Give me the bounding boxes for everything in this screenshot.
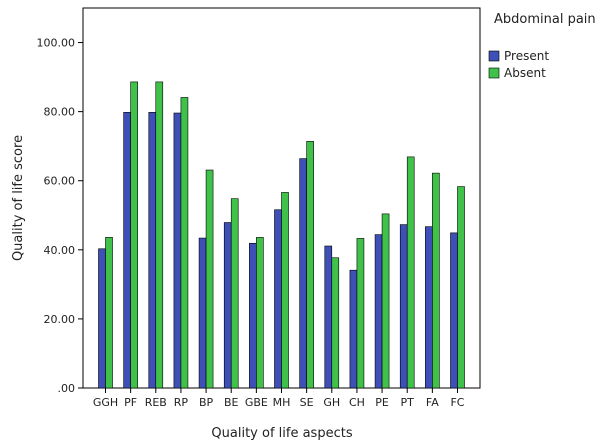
bar-present-rp <box>173 112 182 389</box>
x-tick-label: BP <box>199 396 214 409</box>
x-tick-label: SE <box>300 396 314 409</box>
x-axis-title: Quality of life aspects <box>211 426 352 441</box>
y-tick-label: 20.00 <box>44 313 76 326</box>
x-tick-label: GGH <box>93 396 118 409</box>
bar-absent-pt <box>406 156 415 389</box>
y-tick-label: 60.00 <box>44 175 76 188</box>
bar-absent-bp <box>205 169 214 389</box>
x-tick-label: FC <box>450 396 464 409</box>
bar-present-gbe <box>249 242 257 389</box>
legend-label-absent: Absent <box>504 66 546 80</box>
bar-present-pf <box>123 112 131 389</box>
bar-series-group <box>98 81 465 389</box>
legend-label-present: Present <box>504 49 549 63</box>
bar-absent-gbe <box>256 237 264 389</box>
x-tick-label: REB <box>145 396 167 409</box>
x-tick-label: PT <box>401 396 415 409</box>
bar-absent-pe <box>381 213 390 389</box>
x-tick-label: GH <box>323 396 340 409</box>
bar-present-pt <box>399 224 408 389</box>
legend: Abdominal pain Present Absent <box>488 12 596 80</box>
x-tick-label: BE <box>224 396 239 409</box>
bar-absent-reb <box>155 81 164 389</box>
bar-present-ch <box>349 269 358 389</box>
bar-absent-gh <box>331 257 340 389</box>
bar-absent-ggh <box>105 237 113 389</box>
y-axis-title: Quality of life score <box>11 135 26 261</box>
bar-absent-rp <box>180 97 189 389</box>
bar-absent-pf <box>130 81 138 389</box>
x-tick-label: RP <box>174 396 189 409</box>
x-tick-label: PF <box>124 396 137 409</box>
bar-absent-ch <box>356 238 365 389</box>
bar-absent-mh <box>281 192 289 389</box>
bar-present-fc <box>450 232 458 389</box>
x-tick-label: FA <box>426 396 439 409</box>
legend-swatch-absent <box>488 67 500 79</box>
y-tick-label: .00 <box>58 382 76 395</box>
bar-absent-fc <box>457 186 465 389</box>
bar-present-fa <box>425 226 433 389</box>
x-tick-label: GBE <box>245 396 268 409</box>
y-tick-label: 80.00 <box>44 106 76 119</box>
bar-absent-be <box>230 198 239 389</box>
bar-present-pe <box>374 234 383 389</box>
x-axis: GGH PF REB RP BP BE GBE MH SE GH CH PE PT FA FC <box>93 388 465 409</box>
bar-present-ggh <box>98 248 106 389</box>
bar-present-mh <box>274 209 282 389</box>
bar-present-gh <box>324 245 333 389</box>
bar-absent-se <box>306 141 314 389</box>
x-tick-label: PE <box>375 396 389 409</box>
bar-present-bp <box>198 237 207 389</box>
y-tick-label: 40.00 <box>44 244 76 257</box>
bar-present-se <box>299 158 307 389</box>
bar-present-be <box>223 222 232 389</box>
y-axis: .00 20.00 40.00 60.00 80.00 100.00 <box>37 37 83 395</box>
bar-present-reb <box>148 112 157 389</box>
legend-swatch-present <box>488 50 500 62</box>
x-tick-label: MH <box>273 396 291 409</box>
x-tick-label: CH <box>349 396 365 409</box>
legend-title: Abdominal pain <box>494 12 596 27</box>
bar-absent-fa <box>432 172 440 389</box>
y-tick-label: 100.00 <box>37 37 76 50</box>
